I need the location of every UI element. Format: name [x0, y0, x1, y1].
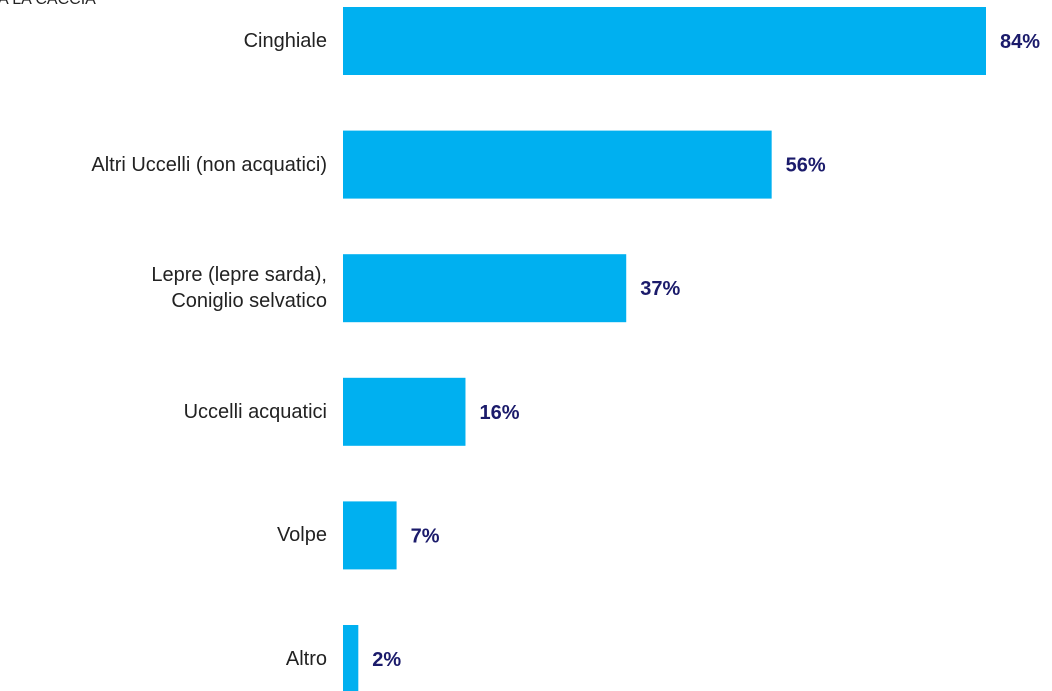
value-label: 7% [411, 525, 440, 547]
value-label: 84% [1000, 31, 1040, 53]
bar [343, 501, 397, 570]
category-label: Lepre (lepre sarda), Coniglio selvatico [151, 264, 327, 313]
value-label: 16% [479, 402, 519, 424]
bar [343, 377, 466, 446]
bar [343, 254, 627, 323]
bar [343, 130, 772, 199]
bar [343, 7, 986, 75]
value-label: 56% [786, 155, 826, 177]
bar [343, 625, 359, 691]
category-label: Cinghiale [243, 30, 327, 52]
category-label: Uccelli acquatici [183, 400, 327, 423]
value-label: 2% [372, 649, 401, 671]
category-label: Altri Uccelli (non acquatici) [91, 153, 327, 176]
value-label: 37% [640, 278, 680, 300]
chart-title: A LA CACCIA [0, 0, 96, 9]
category-label: Volpe [276, 524, 327, 547]
category-label: Altro [285, 648, 327, 670]
